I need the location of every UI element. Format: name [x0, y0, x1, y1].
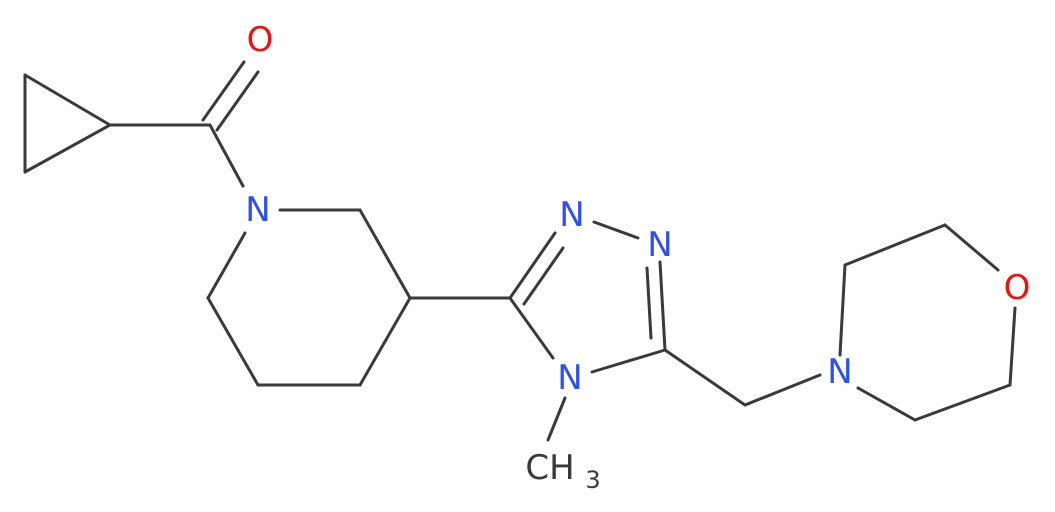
atom-label: N	[245, 190, 270, 230]
bond	[206, 296, 260, 387]
atom-label: O	[1004, 268, 1031, 308]
bond	[943, 223, 1000, 272]
bond	[1008, 306, 1017, 387]
bond	[658, 260, 667, 352]
bond	[843, 223, 947, 267]
bond	[201, 60, 246, 122]
bond	[206, 231, 247, 300]
atom-labels: O N N N N N O CH 3	[245, 20, 1030, 494]
methyl-subscript: 3	[585, 466, 600, 494]
bond	[358, 208, 412, 300]
atom-label: N	[559, 195, 584, 235]
bond	[522, 246, 565, 306]
atom-label: N	[827, 352, 852, 392]
bond	[913, 383, 1012, 422]
bond	[645, 266, 653, 340]
bond	[208, 123, 245, 188]
atom-label: O	[247, 20, 274, 60]
bond	[23, 123, 112, 174]
bond	[508, 231, 557, 300]
methyl-label: CH	[525, 448, 574, 488]
bond	[592, 220, 640, 240]
bond	[546, 396, 567, 442]
atom-label: N	[647, 225, 672, 265]
bond	[215, 70, 260, 132]
bond	[590, 348, 667, 374]
bond	[856, 386, 917, 422]
bond	[838, 263, 847, 357]
atom-label: N	[557, 358, 582, 398]
bond	[358, 296, 412, 387]
bonds	[23, 60, 1017, 442]
bond	[508, 296, 555, 360]
bond	[663, 348, 747, 407]
bond	[23, 73, 112, 127]
bond	[743, 373, 822, 407]
